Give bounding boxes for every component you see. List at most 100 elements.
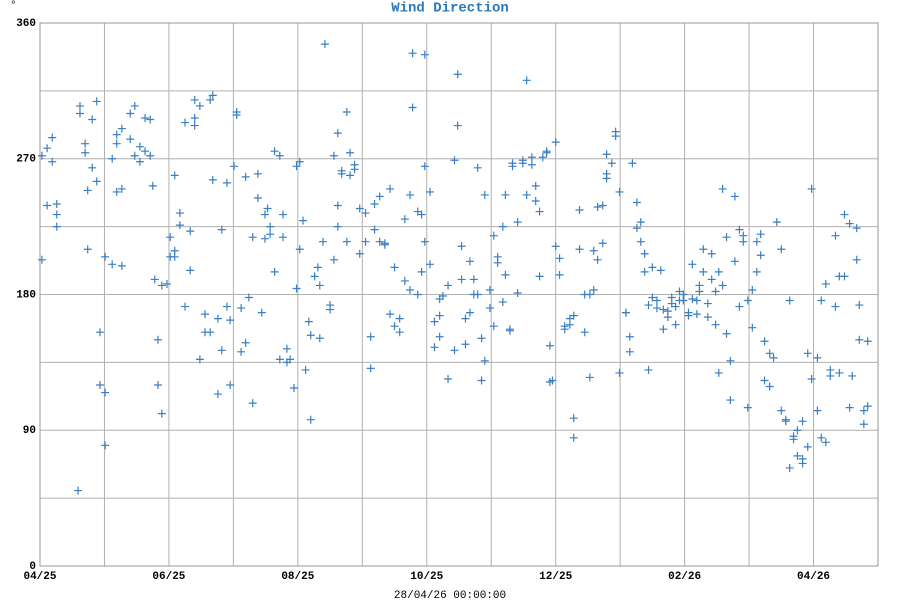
point [408, 49, 417, 58]
point [213, 314, 222, 323]
point [648, 263, 657, 272]
point [157, 281, 166, 290]
point [469, 275, 478, 284]
point [684, 311, 693, 320]
point [722, 329, 731, 338]
point [688, 295, 697, 304]
point [598, 239, 607, 248]
point [366, 332, 375, 341]
point [659, 305, 668, 314]
point [320, 40, 329, 49]
point [671, 302, 680, 311]
point [162, 279, 171, 288]
point [817, 296, 826, 305]
point [644, 301, 653, 310]
point [498, 222, 507, 231]
point [692, 310, 701, 319]
point [315, 281, 324, 290]
point [101, 388, 110, 397]
point [400, 276, 409, 285]
y-tick-label: 270 [16, 154, 36, 166]
plot-frame [39, 22, 879, 567]
point [513, 288, 522, 297]
point [420, 162, 429, 171]
point [346, 148, 355, 157]
point [598, 201, 607, 210]
point [190, 95, 199, 104]
point [48, 157, 57, 166]
point [444, 281, 453, 290]
point [607, 159, 616, 168]
point [361, 237, 370, 246]
point [756, 251, 765, 260]
point [699, 245, 708, 254]
point [226, 381, 235, 389]
point [186, 266, 195, 275]
point [92, 177, 101, 186]
point [743, 296, 752, 305]
point [150, 275, 159, 284]
point [527, 160, 536, 169]
point [531, 196, 540, 205]
point [501, 270, 510, 279]
point [295, 157, 304, 166]
point [101, 441, 110, 450]
point [52, 210, 61, 219]
point [217, 346, 226, 355]
point [692, 296, 701, 305]
point [718, 281, 727, 290]
point [186, 227, 195, 236]
point [310, 272, 319, 281]
point [355, 204, 364, 213]
point [760, 337, 769, 346]
point [726, 356, 735, 365]
point [695, 287, 704, 296]
point [253, 193, 262, 202]
point [615, 368, 624, 377]
point [48, 133, 57, 142]
point [575, 206, 584, 215]
point [848, 371, 857, 380]
point [714, 267, 723, 276]
point [306, 415, 315, 424]
point [425, 260, 434, 269]
x-tick-label: 04/25 [23, 571, 56, 583]
x-tick-label: 06/25 [152, 571, 185, 583]
point [395, 328, 404, 337]
point [508, 159, 517, 168]
point [769, 353, 778, 362]
point [266, 222, 275, 231]
point [386, 310, 395, 319]
point [671, 320, 680, 329]
point [390, 263, 399, 272]
point [602, 150, 611, 159]
point [485, 304, 494, 313]
point [480, 190, 489, 199]
point [855, 301, 864, 310]
point [789, 432, 798, 441]
point [108, 260, 117, 269]
point [473, 163, 482, 172]
point [628, 159, 637, 168]
point [453, 121, 462, 130]
point [640, 249, 649, 258]
point [206, 328, 215, 337]
point [632, 198, 641, 207]
point [625, 332, 634, 341]
point [743, 403, 752, 412]
point [793, 451, 802, 460]
point [625, 347, 634, 356]
point [522, 76, 531, 85]
point [863, 402, 872, 411]
point [803, 442, 812, 451]
point [752, 267, 761, 276]
point [535, 272, 544, 281]
point [395, 314, 404, 323]
point [166, 233, 175, 242]
point [81, 139, 90, 148]
point [793, 426, 802, 435]
point [346, 171, 355, 180]
point [465, 257, 474, 266]
point [306, 331, 315, 340]
point [270, 267, 279, 276]
